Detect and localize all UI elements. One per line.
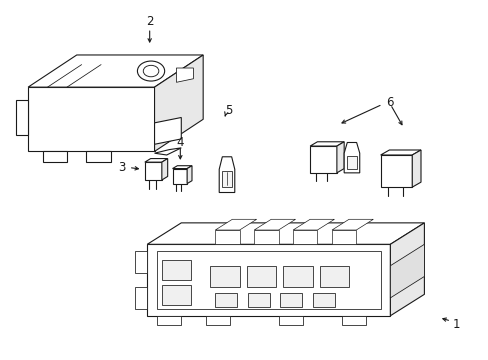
- Bar: [246, 266, 276, 287]
- Polygon shape: [215, 230, 239, 244]
- Polygon shape: [16, 100, 28, 135]
- Polygon shape: [341, 316, 366, 325]
- Polygon shape: [278, 316, 302, 325]
- Polygon shape: [172, 166, 192, 168]
- Bar: [157, 251, 380, 309]
- Polygon shape: [135, 251, 147, 273]
- Polygon shape: [411, 150, 420, 187]
- Polygon shape: [144, 158, 167, 162]
- Polygon shape: [42, 152, 67, 162]
- Polygon shape: [344, 143, 359, 173]
- Bar: [210, 266, 239, 287]
- Polygon shape: [309, 142, 344, 146]
- Bar: [312, 293, 334, 307]
- Polygon shape: [254, 230, 278, 244]
- Polygon shape: [309, 146, 336, 173]
- Polygon shape: [331, 230, 356, 244]
- Circle shape: [137, 61, 164, 81]
- Polygon shape: [154, 148, 181, 155]
- Polygon shape: [28, 87, 154, 152]
- Polygon shape: [292, 230, 317, 244]
- Bar: [280, 293, 302, 307]
- Polygon shape: [254, 219, 295, 230]
- Bar: [319, 266, 348, 287]
- Polygon shape: [215, 219, 256, 230]
- Circle shape: [143, 65, 159, 77]
- Polygon shape: [154, 55, 203, 152]
- Polygon shape: [147, 244, 389, 316]
- Bar: [222, 171, 231, 187]
- Polygon shape: [292, 219, 334, 230]
- Polygon shape: [157, 316, 181, 325]
- Text: 6: 6: [386, 96, 393, 109]
- Polygon shape: [176, 68, 193, 82]
- Polygon shape: [172, 168, 187, 184]
- Polygon shape: [380, 150, 420, 155]
- Bar: [283, 266, 312, 287]
- Polygon shape: [147, 223, 424, 244]
- Text: 3: 3: [118, 161, 125, 174]
- Polygon shape: [380, 155, 411, 187]
- Polygon shape: [135, 287, 147, 309]
- Polygon shape: [205, 316, 229, 325]
- Bar: [346, 156, 357, 168]
- Text: 1: 1: [451, 318, 459, 331]
- Polygon shape: [154, 117, 181, 144]
- Polygon shape: [144, 162, 162, 180]
- Text: 4: 4: [176, 136, 183, 149]
- Polygon shape: [219, 157, 234, 193]
- Text: 5: 5: [225, 104, 232, 117]
- Polygon shape: [86, 152, 111, 162]
- Polygon shape: [28, 55, 203, 87]
- Polygon shape: [389, 244, 424, 298]
- Polygon shape: [331, 219, 372, 230]
- Text: 2: 2: [145, 14, 153, 27]
- Bar: [247, 293, 269, 307]
- Bar: [162, 285, 191, 305]
- Bar: [215, 293, 237, 307]
- Polygon shape: [162, 158, 167, 180]
- Polygon shape: [336, 142, 344, 173]
- Bar: [162, 260, 191, 280]
- Polygon shape: [389, 223, 424, 316]
- Polygon shape: [187, 166, 192, 184]
